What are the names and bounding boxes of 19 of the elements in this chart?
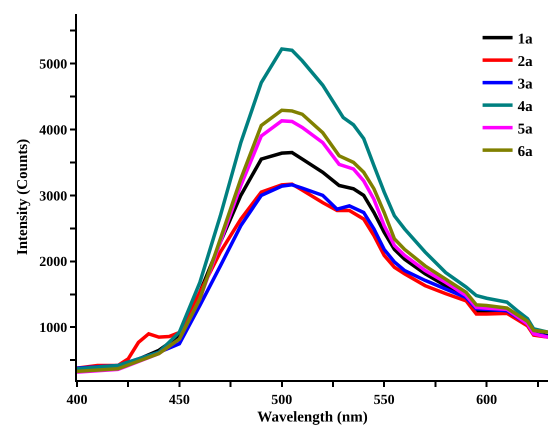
y-tick-label: 1000	[39, 321, 68, 336]
legend-label: 1a	[518, 31, 534, 48]
y-axis-title: Intensity (Counts)	[14, 138, 31, 256]
legend-label: 2a	[518, 54, 534, 70]
y-tick-label: 4000	[39, 123, 68, 138]
line-series	[77, 47, 548, 371]
x-tick-label: 400	[66, 392, 88, 408]
x-tick-label: 550	[374, 392, 395, 408]
legend-label: 4a	[518, 98, 534, 115]
legend-label: 5a	[518, 121, 534, 138]
legend-label: 6a	[518, 144, 534, 160]
x-tick-label: 600	[476, 392, 498, 408]
x-tick-label: 450	[168, 392, 190, 408]
x-tick-label: 500	[271, 392, 292, 408]
x-axis-title: Wavelength (nm)	[257, 409, 368, 426]
y-tick-label: 3000	[39, 189, 68, 204]
y-tick-label: 2000	[39, 255, 68, 270]
y-tick-label: 5000	[39, 57, 68, 72]
legend-label: 3a	[518, 76, 534, 92]
